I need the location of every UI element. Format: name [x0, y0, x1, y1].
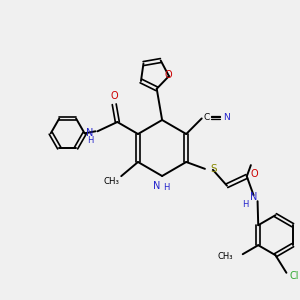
Text: S: S: [210, 164, 217, 174]
Text: O: O: [110, 91, 118, 101]
Text: N: N: [86, 128, 94, 138]
Text: H: H: [242, 200, 249, 209]
Text: H: H: [163, 182, 169, 191]
Text: Cl: Cl: [290, 271, 299, 281]
Text: N: N: [154, 181, 161, 191]
Text: CH₃: CH₃: [217, 252, 233, 261]
Text: C: C: [204, 113, 210, 122]
Text: O: O: [251, 169, 259, 179]
Text: H: H: [87, 136, 94, 145]
Text: O: O: [164, 70, 172, 80]
Text: N: N: [224, 113, 230, 122]
Text: N: N: [250, 192, 257, 202]
Text: CH₃: CH₃: [103, 177, 119, 186]
